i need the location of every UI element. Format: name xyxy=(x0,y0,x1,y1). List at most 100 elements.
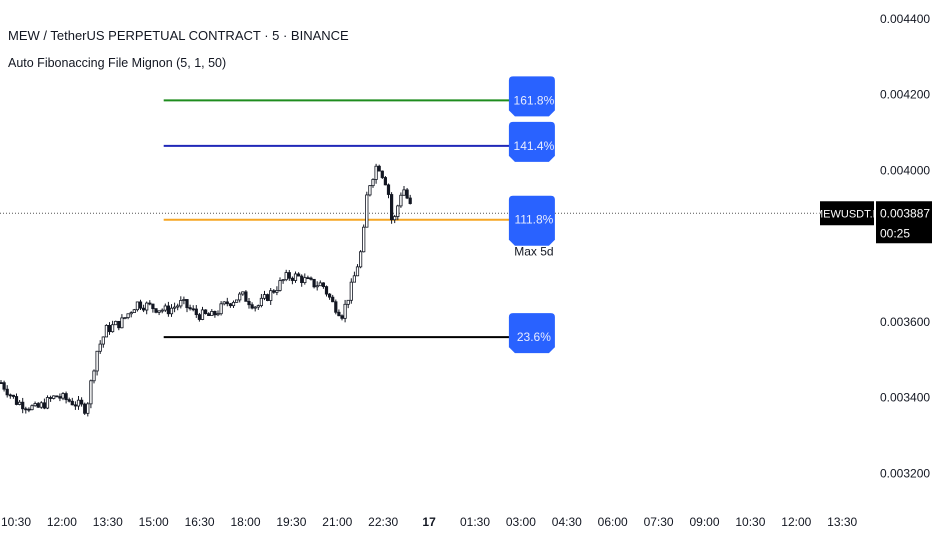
candle-body xyxy=(300,275,304,283)
candle-body xyxy=(176,305,180,308)
candle-body xyxy=(343,303,347,319)
candle-body xyxy=(256,305,260,308)
price-tag: MEWUSDT.P 0.003887 00:25 xyxy=(814,201,932,244)
candle-body xyxy=(179,300,183,307)
candle-body xyxy=(104,324,108,338)
candle-body xyxy=(321,282,326,287)
x-tick-label: 21:00 xyxy=(322,515,352,529)
candle-body xyxy=(272,290,276,293)
candle-body xyxy=(64,393,68,401)
candle-body xyxy=(377,165,381,172)
candle-body xyxy=(287,272,291,279)
candle-body xyxy=(368,185,372,196)
candle-body xyxy=(45,397,50,409)
candle-body xyxy=(358,251,363,268)
candle-body xyxy=(265,294,270,301)
candle-body xyxy=(157,310,161,313)
candle-body xyxy=(303,277,307,283)
candle-body xyxy=(135,301,139,311)
candle-body xyxy=(219,303,223,315)
candle-body xyxy=(269,290,273,301)
candle-body xyxy=(117,320,121,329)
candle-body xyxy=(39,402,43,408)
candle-body xyxy=(365,194,369,228)
candle-body xyxy=(197,314,201,320)
x-tick-label: 10:30 xyxy=(735,515,765,529)
x-tick-label: 18:00 xyxy=(230,515,260,529)
candle-body xyxy=(21,401,25,410)
candle-body xyxy=(200,309,205,320)
candle-body xyxy=(33,403,37,407)
candle-body xyxy=(318,282,322,287)
fib-sublabel: Max 5d xyxy=(514,245,553,259)
candles xyxy=(0,163,412,417)
candle-body xyxy=(61,393,65,399)
candle-body xyxy=(67,399,71,402)
fib-labels: 161.8% 141.4% 111.8% Max 5d 23.6% xyxy=(508,76,555,354)
candle-body xyxy=(244,291,248,302)
candle-body xyxy=(58,396,62,399)
candle-body xyxy=(284,272,288,281)
candle-body xyxy=(241,291,245,295)
x-tick-label: 13:30 xyxy=(827,515,857,529)
chart-title: MEW / TetherUS PERPETUAL CONTRACT · 5 · … xyxy=(8,28,349,43)
x-tick-label: 03:00 xyxy=(506,515,536,529)
candle-body xyxy=(141,307,146,311)
candle-body xyxy=(203,309,208,315)
x-tick-label: 22:30 xyxy=(368,515,398,529)
x-axis: 10:30 12:00 13:30 15:00 16:30 18:00 19:30 21:00… xyxy=(1,515,858,529)
candle-body xyxy=(405,189,409,199)
indicator-label[interactable]: Auto Fibonaccing File Mignon (5, 1, 50) xyxy=(8,56,227,70)
x-tick-label: 06:00 xyxy=(598,515,628,529)
candle-body xyxy=(253,306,257,309)
candle-body xyxy=(399,194,403,207)
last-price-label: 0.003887 xyxy=(880,206,930,220)
candle-body xyxy=(275,290,279,293)
candle-body xyxy=(402,189,406,196)
candle-body xyxy=(8,394,12,397)
candle-body xyxy=(49,397,53,399)
candle-body xyxy=(296,273,301,277)
candle-body xyxy=(55,395,59,398)
candle-body xyxy=(52,395,56,399)
candle-body xyxy=(111,324,115,333)
candle-body xyxy=(371,179,375,187)
candle-body xyxy=(27,408,31,411)
y-tick-label: 0.003600 xyxy=(880,315,930,329)
candle-body xyxy=(290,277,295,281)
candle-body xyxy=(36,403,40,408)
candle-body xyxy=(24,408,28,411)
candle-body xyxy=(95,350,99,372)
candle-body xyxy=(163,305,167,311)
candle-body xyxy=(172,306,177,309)
candle-body xyxy=(278,280,282,291)
candle-body xyxy=(160,309,164,312)
candle-body xyxy=(14,396,19,405)
candle-body xyxy=(76,399,81,407)
candle-body xyxy=(389,194,394,221)
candle-body xyxy=(213,311,217,316)
x-tick-label: 19:30 xyxy=(276,515,306,529)
candle-body xyxy=(126,313,130,319)
candle-body xyxy=(228,303,232,307)
candle-body xyxy=(386,184,391,195)
candle-body xyxy=(334,301,338,313)
y-tick-label: 0.003200 xyxy=(880,466,930,480)
candle-body xyxy=(185,299,189,309)
fib-label: 111.8% xyxy=(514,213,553,227)
candle-body xyxy=(83,403,87,414)
candle-body xyxy=(362,226,366,253)
y-tick-label: 0.004200 xyxy=(880,88,930,102)
candle-body xyxy=(222,301,226,305)
candle-body xyxy=(306,277,310,280)
candle-body xyxy=(262,294,267,299)
candle-body xyxy=(148,302,152,305)
symbol-tag xyxy=(820,201,874,226)
candle-body xyxy=(210,311,214,316)
candle-body xyxy=(337,311,341,317)
candle-body xyxy=(154,308,158,313)
x-tick-label: 12:00 xyxy=(781,515,811,529)
candle-body xyxy=(312,278,316,288)
candle-body xyxy=(374,165,378,180)
